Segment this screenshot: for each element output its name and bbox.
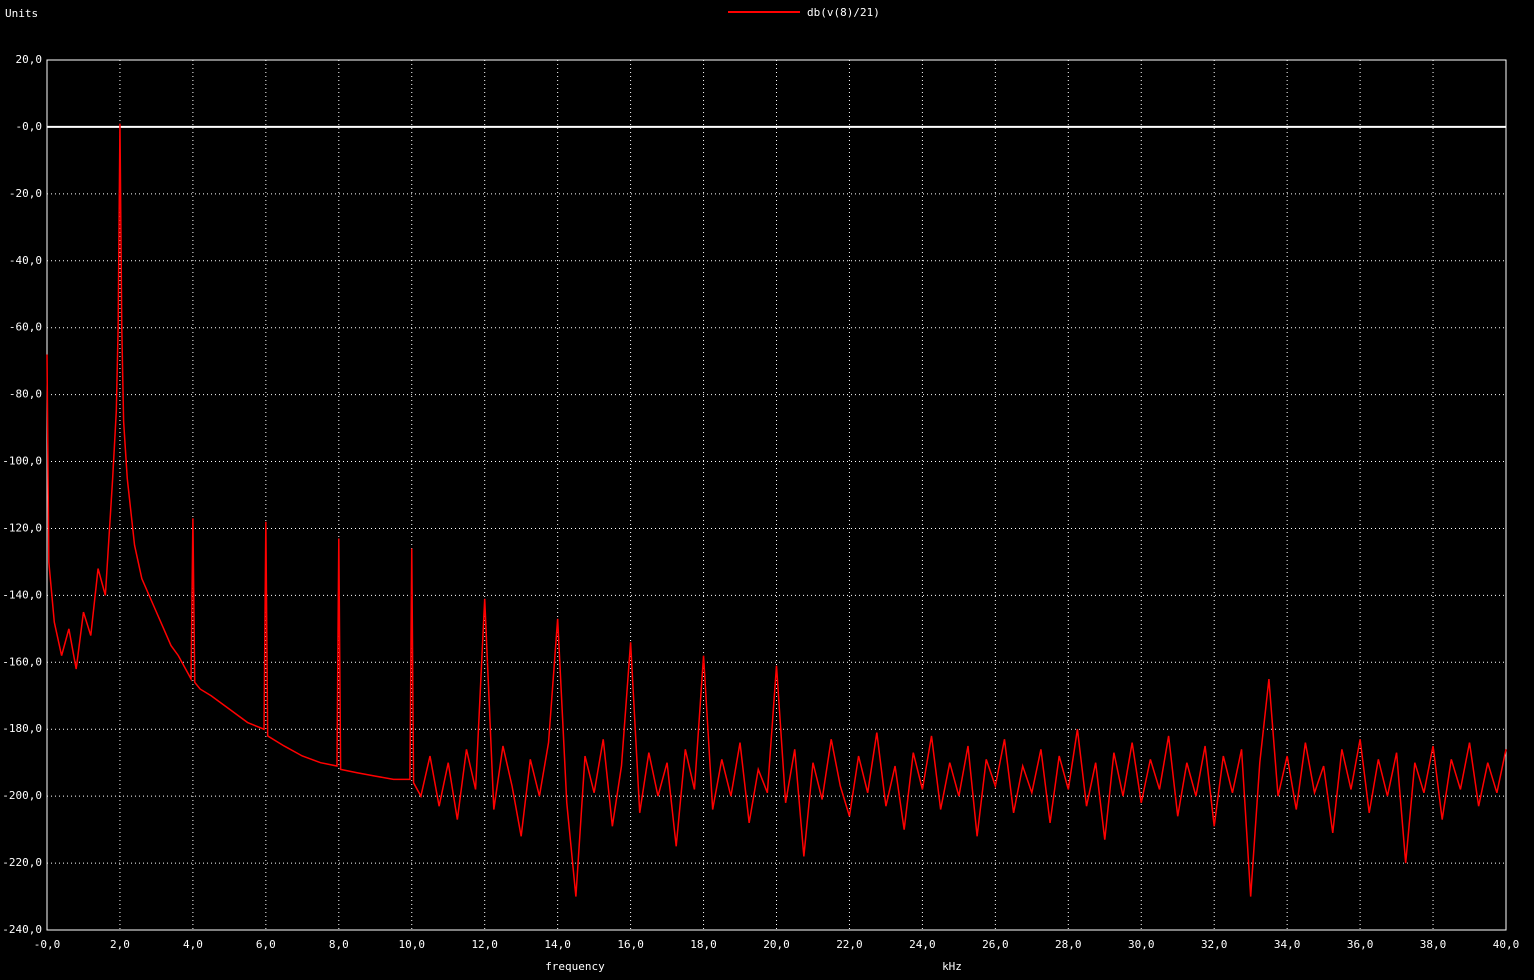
y-axis-label: Units bbox=[5, 7, 38, 20]
x-tick-label: 6,0 bbox=[256, 938, 276, 951]
y-tick-label: -160,0 bbox=[2, 655, 42, 668]
x-axis-label: frequency bbox=[545, 960, 605, 973]
x-tick-label: 28,0 bbox=[1055, 938, 1082, 951]
series-line bbox=[46, 123, 1507, 897]
plot-frame bbox=[46, 59, 1507, 931]
y-tick-label: -220,0 bbox=[2, 856, 42, 869]
x-tick-label: 8,0 bbox=[329, 938, 349, 951]
x-tick-label: 14,0 bbox=[544, 938, 571, 951]
x-axis-unit: kHz bbox=[942, 960, 962, 973]
x-tick-label: 32,0 bbox=[1201, 938, 1228, 951]
y-tick-label: -180,0 bbox=[2, 722, 42, 735]
x-tick-label: 30,0 bbox=[1128, 938, 1155, 951]
y-tick-label: -20,0 bbox=[9, 187, 42, 200]
x-tick-label: 10,0 bbox=[399, 938, 426, 951]
x-tick-label: 40,0 bbox=[1493, 938, 1520, 951]
x-tick-label: 2,0 bbox=[110, 938, 130, 951]
x-tick-label: 20,0 bbox=[763, 938, 790, 951]
x-tick-label: 24,0 bbox=[909, 938, 936, 951]
x-tick-label: 26,0 bbox=[982, 938, 1009, 951]
y-tick-label: 20,0 bbox=[16, 53, 43, 66]
x-tick-label: 4,0 bbox=[183, 938, 203, 951]
y-tick-label: -0,0 bbox=[16, 120, 43, 133]
x-tick-label: 34,0 bbox=[1274, 938, 1301, 951]
y-tick-label: -240,0 bbox=[2, 923, 42, 936]
x-tick-label: 12,0 bbox=[471, 938, 498, 951]
y-tick-label: -60,0 bbox=[9, 321, 42, 334]
x-tick-label: 18,0 bbox=[690, 938, 717, 951]
x-tick-label: -0,0 bbox=[34, 938, 61, 951]
y-tick-label: -200,0 bbox=[2, 789, 42, 802]
x-tick-label: 22,0 bbox=[836, 938, 863, 951]
y-tick-label: -140,0 bbox=[2, 588, 42, 601]
y-tick-label: -120,0 bbox=[2, 521, 42, 534]
legend-label: db(v(8)/21) bbox=[807, 6, 880, 19]
y-tick-label: -40,0 bbox=[9, 254, 42, 267]
x-tick-label: 38,0 bbox=[1420, 938, 1447, 951]
y-tick-label: -80,0 bbox=[9, 388, 42, 401]
x-tick-label: 16,0 bbox=[617, 938, 644, 951]
y-tick-label: -100,0 bbox=[2, 455, 42, 468]
x-tick-label: 36,0 bbox=[1347, 938, 1374, 951]
